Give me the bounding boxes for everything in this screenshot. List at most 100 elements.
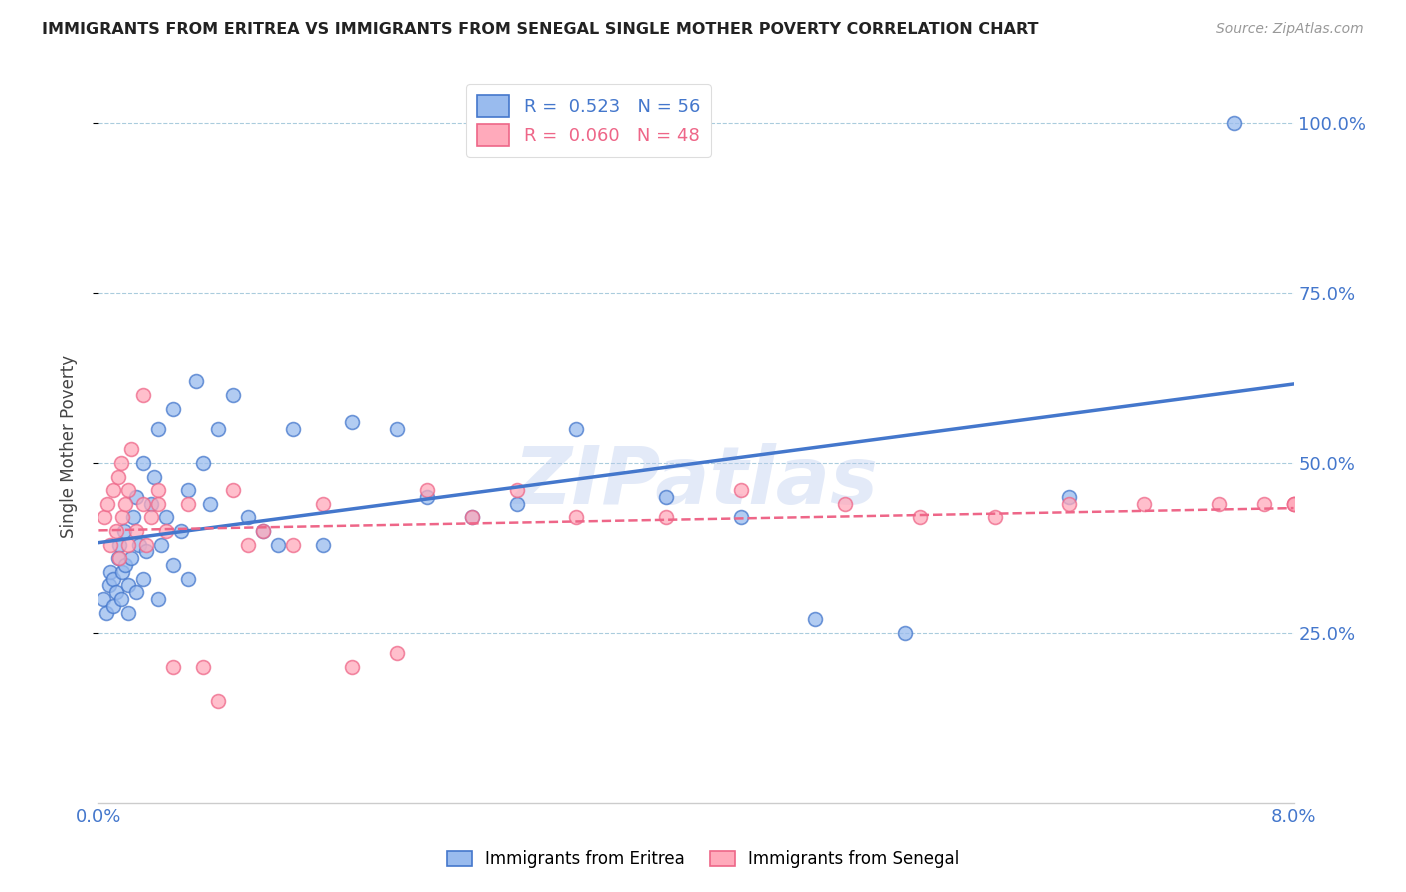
Point [655, 490, 678, 504]
Point [114, 497, 136, 511]
Point [207, 422, 229, 436]
Point [91, 591, 114, 606]
Point [655, 510, 678, 524]
Text: ZIPatlas: ZIPatlas [513, 442, 879, 521]
Point [94, 606, 117, 620]
Point [132, 388, 155, 402]
Point [267, 537, 290, 551]
Point [1059, 497, 1081, 511]
Point [117, 578, 139, 592]
Text: Source: ZipAtlas.com: Source: ZipAtlas.com [1216, 22, 1364, 37]
Point [416, 490, 439, 504]
Point [461, 510, 484, 524]
Point [97, 578, 120, 592]
Point [1133, 497, 1156, 511]
Point [177, 497, 200, 511]
Point [98, 537, 122, 551]
Point [1223, 116, 1246, 130]
Point [108, 537, 131, 551]
Point [385, 646, 409, 660]
Point [169, 524, 191, 538]
Point [236, 510, 259, 524]
Point [984, 510, 1007, 524]
Point [281, 537, 304, 551]
Point [98, 565, 122, 579]
Point [385, 422, 409, 436]
Point [148, 591, 170, 606]
Point [103, 599, 125, 613]
Point [342, 660, 364, 674]
Point [111, 510, 134, 524]
Point [1059, 490, 1081, 504]
Y-axis label: Single Mother Poverty: Single Mother Poverty [59, 354, 77, 538]
Point [132, 456, 155, 470]
Point [1253, 497, 1275, 511]
Legend: R =  0.523   N = 56, R =  0.060   N = 48: R = 0.523 N = 56, R = 0.060 N = 48 [465, 84, 711, 157]
Point [207, 694, 229, 708]
Point [222, 388, 245, 402]
Point [132, 497, 155, 511]
Point [111, 565, 134, 579]
Point [114, 558, 136, 572]
Point [1282, 497, 1305, 511]
Point [177, 572, 200, 586]
Point [103, 572, 125, 586]
Point [112, 524, 135, 538]
Point [135, 544, 157, 558]
Point [120, 551, 142, 566]
Point [135, 537, 157, 551]
Point [416, 483, 439, 498]
Point [1282, 497, 1305, 511]
Point [184, 375, 207, 389]
Point [142, 469, 165, 483]
Point [96, 497, 118, 511]
Point [128, 537, 150, 551]
Point [191, 660, 214, 674]
Point [148, 422, 170, 436]
Point [730, 483, 752, 498]
Point [342, 415, 364, 429]
Point [155, 510, 177, 524]
Point [252, 524, 274, 538]
Point [150, 537, 173, 551]
Point [139, 497, 162, 511]
Point [191, 456, 214, 470]
Point [461, 510, 484, 524]
Point [894, 626, 917, 640]
Point [506, 483, 529, 498]
Point [311, 537, 333, 551]
Point [1208, 497, 1230, 511]
Point [1282, 497, 1305, 511]
Text: IMMIGRANTS FROM ERITREA VS IMMIGRANTS FROM SENEGAL SINGLE MOTHER POVERTY CORRELA: IMMIGRANTS FROM ERITREA VS IMMIGRANTS FR… [42, 22, 1039, 37]
Point [107, 551, 129, 566]
Point [565, 510, 588, 524]
Point [125, 490, 148, 504]
Point [125, 585, 148, 599]
Point [105, 585, 128, 599]
Point [281, 422, 304, 436]
Legend: Immigrants from Eritrea, Immigrants from Senegal: Immigrants from Eritrea, Immigrants from… [440, 844, 966, 875]
Point [162, 660, 184, 674]
Point [93, 510, 115, 524]
Point [162, 558, 184, 572]
Point [730, 510, 752, 524]
Point [148, 483, 170, 498]
Point [117, 606, 139, 620]
Point [155, 524, 177, 538]
Point [222, 483, 245, 498]
Point [200, 497, 222, 511]
Point [117, 537, 139, 551]
Point [252, 524, 274, 538]
Point [110, 591, 132, 606]
Point [236, 537, 259, 551]
Point [107, 469, 129, 483]
Point [108, 551, 131, 566]
Point [117, 483, 139, 498]
Point [120, 442, 142, 457]
Point [110, 456, 132, 470]
Point [132, 572, 155, 586]
Point [121, 510, 143, 524]
Point [834, 497, 856, 511]
Point [139, 510, 162, 524]
Point [148, 497, 170, 511]
